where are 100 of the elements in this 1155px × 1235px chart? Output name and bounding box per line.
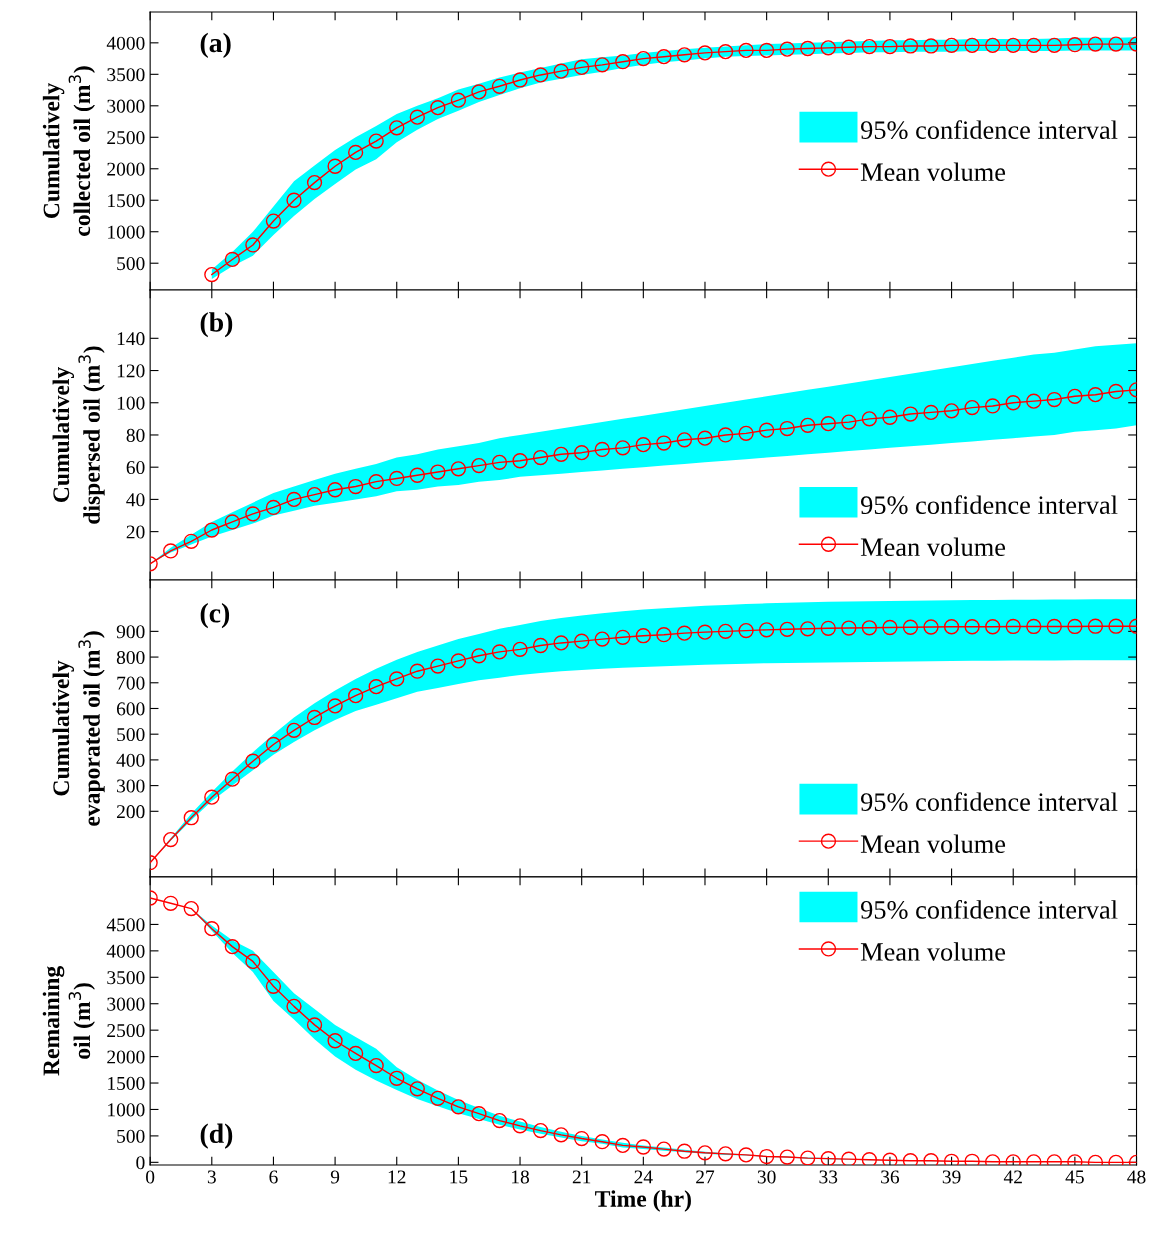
x-tick-label: 0 <box>146 1170 155 1184</box>
point <box>779 420 795 437</box>
point <box>574 445 590 461</box>
point <box>327 1033 343 1049</box>
y-tick-label: 1500 <box>108 1076 145 1090</box>
legend-label: Mean volume <box>860 834 1006 854</box>
point <box>1005 37 1021 53</box>
annotation: 95% confidence interval <box>860 792 1118 812</box>
point <box>717 427 734 443</box>
point <box>841 1151 857 1165</box>
point <box>224 514 240 530</box>
y-tick-label: 1500 <box>108 194 145 208</box>
point <box>224 251 240 268</box>
point <box>450 92 467 108</box>
y-tick-label: 20 <box>126 525 145 539</box>
y-tick-label: 2000 <box>107 162 145 176</box>
point <box>779 621 795 637</box>
point <box>265 499 282 516</box>
point <box>1108 36 1124 52</box>
y-tick-label: 500 <box>117 257 145 271</box>
y-tick-label: 300 <box>117 779 145 793</box>
y-tick-label: 500 <box>117 1129 145 1143</box>
point <box>389 120 405 136</box>
point <box>594 441 610 458</box>
point <box>1087 387 1104 403</box>
x-tick-label: 48 <box>1127 1170 1146 1184</box>
y-tick-label: 600 <box>116 702 145 716</box>
point <box>245 237 261 253</box>
point <box>491 454 508 470</box>
point <box>286 998 302 1015</box>
point <box>368 474 384 490</box>
point <box>389 470 405 487</box>
x-tick-label: 6 <box>269 1170 278 1184</box>
x-tick-label: 12 <box>388 1170 406 1184</box>
point <box>882 38 898 55</box>
point <box>1005 395 1021 411</box>
point <box>861 411 878 427</box>
annotation: 95% confidence interval <box>860 495 1118 515</box>
annotation: 95% confidence interval <box>860 120 1118 140</box>
point <box>471 648 487 664</box>
y-tick-label: 1000 <box>108 225 145 239</box>
x-tick-label: 9 <box>330 1170 340 1184</box>
y-tick-label: 3000 <box>107 997 145 1011</box>
point <box>615 1137 631 1154</box>
point <box>635 50 651 67</box>
annotation: (c) <box>200 602 230 629</box>
point <box>491 78 508 94</box>
point <box>615 629 631 645</box>
point <box>204 789 220 805</box>
point <box>491 1112 508 1129</box>
annotation: 95% confidence interval <box>860 899 1118 919</box>
y-tick-label: 60 <box>126 461 145 475</box>
point <box>635 628 651 644</box>
x-tick-label: 24 <box>634 1170 653 1184</box>
x-tick-label: 36 <box>881 1170 900 1184</box>
annotation: (d) <box>200 1123 233 1149</box>
point <box>923 38 939 54</box>
point <box>964 619 980 635</box>
point <box>676 432 693 448</box>
point <box>615 54 631 70</box>
point <box>368 133 384 149</box>
point <box>1046 391 1062 408</box>
point <box>306 174 323 191</box>
y-tick-label: 120 <box>117 364 145 378</box>
point <box>348 1045 364 1062</box>
point <box>368 1057 384 1074</box>
y-tick-label: 3500 <box>107 68 145 82</box>
y-axis-title: Cumulatively collected oil (m$^{3}$) <box>42 66 95 236</box>
point <box>471 84 487 100</box>
point <box>676 1143 693 1159</box>
point <box>738 42 754 59</box>
point <box>553 63 569 79</box>
point <box>697 624 713 640</box>
y-tick-label: 800 <box>116 650 145 665</box>
point <box>163 895 179 911</box>
point <box>430 658 446 674</box>
point <box>532 449 549 466</box>
y-tick-label: 200 <box>116 805 145 819</box>
point <box>450 461 467 477</box>
point <box>594 57 610 73</box>
y-tick-label: 2000 <box>107 1050 145 1064</box>
point <box>800 621 816 637</box>
x-tick-label: 33 <box>819 1170 838 1184</box>
point <box>779 1149 795 1165</box>
point <box>1026 393 1042 409</box>
point <box>471 1106 487 1122</box>
point <box>183 810 199 826</box>
point <box>1026 618 1042 635</box>
point <box>882 409 898 425</box>
point <box>635 436 651 453</box>
x-tick-label: 42 <box>1003 1170 1022 1184</box>
point <box>820 40 836 56</box>
point <box>902 1153 919 1165</box>
y-tick-label: 700 <box>117 676 145 690</box>
point <box>738 1147 754 1163</box>
point <box>1067 618 1083 635</box>
y-tick-label: 0 <box>136 1156 145 1170</box>
point <box>389 671 405 687</box>
point <box>943 37 960 53</box>
point <box>306 709 323 726</box>
